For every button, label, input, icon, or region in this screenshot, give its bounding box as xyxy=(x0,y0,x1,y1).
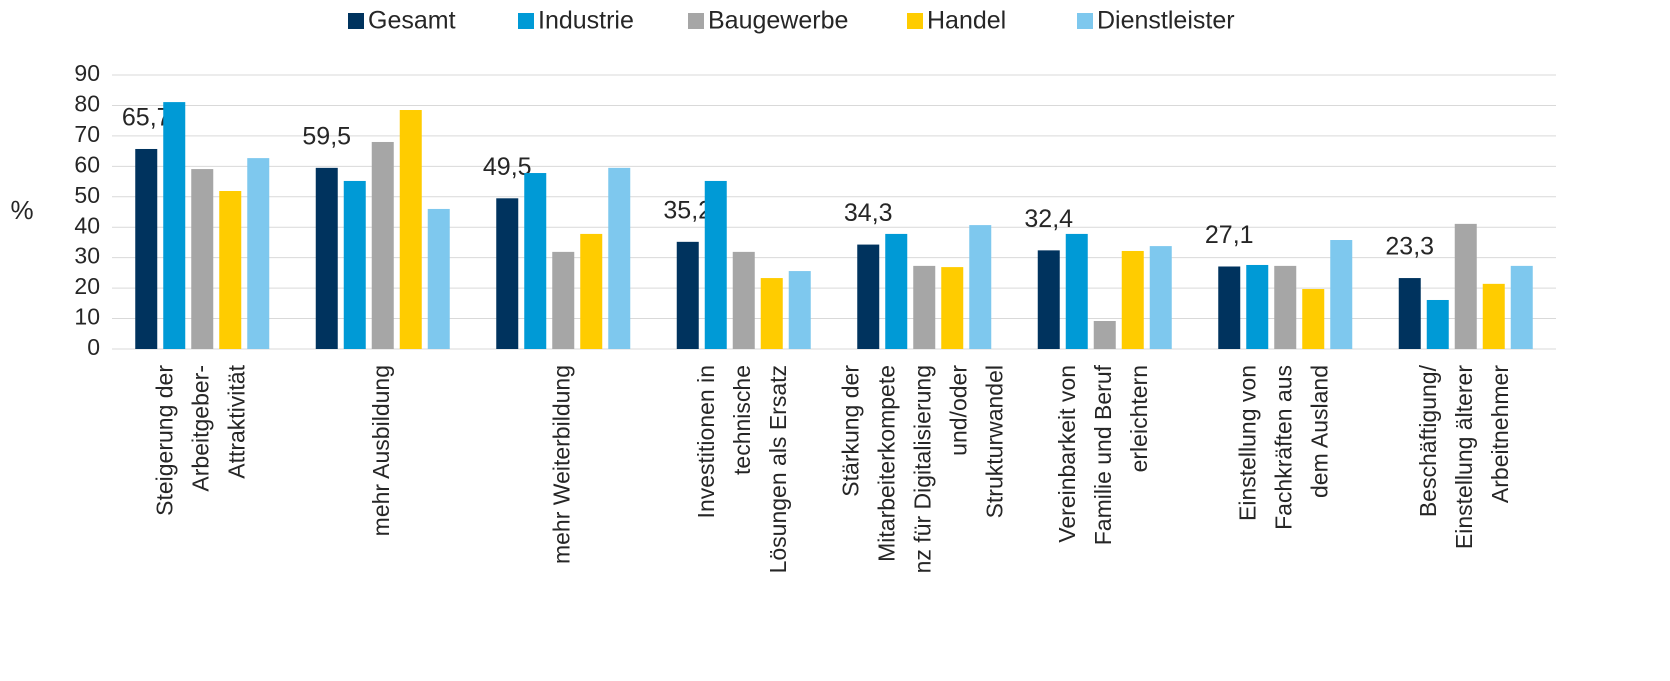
bar xyxy=(704,180,727,349)
x-tick-label: Einstellung von xyxy=(1234,365,1260,521)
x-tick-label: Investitionen in xyxy=(693,365,719,518)
bar xyxy=(163,102,186,350)
data-label: 27,1 xyxy=(1205,221,1254,249)
bar xyxy=(1149,246,1172,349)
x-tick-label: Lösungen als Ersatz xyxy=(765,365,791,573)
y-tick-label: 30 xyxy=(74,243,100,269)
x-tick-label: und/oder xyxy=(945,365,971,456)
bar xyxy=(1510,265,1533,349)
legend-swatch xyxy=(688,13,704,29)
bar xyxy=(885,233,908,349)
x-tick-label: Steigerung der xyxy=(151,365,177,516)
bar xyxy=(941,267,964,349)
bar xyxy=(371,141,394,349)
bar xyxy=(427,208,450,349)
data-label: 59,5 xyxy=(302,122,351,150)
bar xyxy=(580,233,603,349)
bar xyxy=(496,198,519,349)
bar xyxy=(219,190,242,349)
x-tick-label: Einstellung älterer xyxy=(1451,365,1477,549)
bar xyxy=(1218,266,1241,349)
y-tick-label: 0 xyxy=(87,334,100,360)
x-tick-label: Strukturwandel xyxy=(981,365,1007,518)
data-label: 65,7 xyxy=(122,104,171,132)
legend-swatch xyxy=(1077,13,1093,29)
y-tick-label: 80 xyxy=(74,91,100,117)
x-tick-label: technische xyxy=(729,365,755,475)
bar xyxy=(732,251,755,349)
legend-label: Dienstleister xyxy=(1097,7,1235,35)
legend-label: Gesamt xyxy=(368,7,456,35)
bar xyxy=(1426,299,1449,349)
y-tick-label: 40 xyxy=(74,212,100,238)
bar xyxy=(135,148,158,349)
x-tick-label: mehr Ausbildung xyxy=(368,365,394,536)
bar xyxy=(315,167,338,349)
bar xyxy=(552,251,575,349)
bar xyxy=(191,169,214,349)
bar xyxy=(1093,320,1116,349)
bar xyxy=(676,241,699,349)
y-tick-label: 60 xyxy=(74,151,100,177)
x-tick-label: Vereinbarkeit von xyxy=(1054,365,1080,543)
bar xyxy=(788,271,811,349)
x-tick-label: Stärkung der xyxy=(837,365,863,497)
x-tick-label: erleichtern xyxy=(1126,365,1152,472)
legend-swatch xyxy=(518,13,534,29)
y-tick-label: 20 xyxy=(74,273,100,299)
data-label: 23,3 xyxy=(1385,233,1434,261)
bar xyxy=(1398,278,1421,349)
bar xyxy=(760,278,783,349)
bar xyxy=(1330,240,1353,349)
data-label: 49,5 xyxy=(483,153,532,181)
y-tick-label: 10 xyxy=(74,304,100,330)
x-tick-label: Fachkräften aus xyxy=(1270,365,1296,530)
bar xyxy=(343,180,366,349)
x-tick-label: nz für Digitalisierung xyxy=(909,365,935,573)
bar xyxy=(608,167,631,349)
bar xyxy=(1302,289,1325,349)
legend-swatch xyxy=(907,13,923,29)
x-tick-label: mehr Weiterbildung xyxy=(548,365,574,564)
legend-label: Industrie xyxy=(538,7,634,35)
bar xyxy=(1482,283,1505,349)
bar xyxy=(1454,223,1477,349)
x-tick-label: Mitarbeiterkompete xyxy=(873,365,899,562)
bar xyxy=(1121,250,1144,349)
bar xyxy=(1037,250,1060,349)
y-tick-label: 90 xyxy=(74,60,100,86)
bar xyxy=(1065,233,1088,349)
y-tick-label: 50 xyxy=(74,182,100,208)
x-tick-label: Beschäftigung/ xyxy=(1415,364,1441,517)
bar xyxy=(399,110,422,349)
x-tick-label: Arbeitgeber- xyxy=(187,365,213,492)
bar xyxy=(969,225,992,349)
legend-label: Baugewerbe xyxy=(708,7,848,35)
x-tick-label: Arbeitnehmer xyxy=(1487,365,1513,503)
bar xyxy=(857,244,880,349)
x-tick-label: dem Ausland xyxy=(1306,365,1332,498)
bar xyxy=(1246,264,1269,349)
data-label: 32,4 xyxy=(1024,205,1073,233)
bar xyxy=(524,173,547,349)
bar xyxy=(913,265,936,349)
x-tick-label: Familie und Beruf xyxy=(1090,364,1116,545)
legend-label: Handel xyxy=(927,7,1006,35)
y-tick-label: 70 xyxy=(74,121,100,147)
x-tick-label: Attraktivität xyxy=(223,364,249,478)
legend-swatch xyxy=(348,13,364,29)
data-label: 34,3 xyxy=(844,199,893,227)
y-axis-label: % xyxy=(10,195,33,225)
data-label: 35,2 xyxy=(663,196,712,224)
bar xyxy=(1274,265,1297,349)
bar xyxy=(247,158,270,349)
